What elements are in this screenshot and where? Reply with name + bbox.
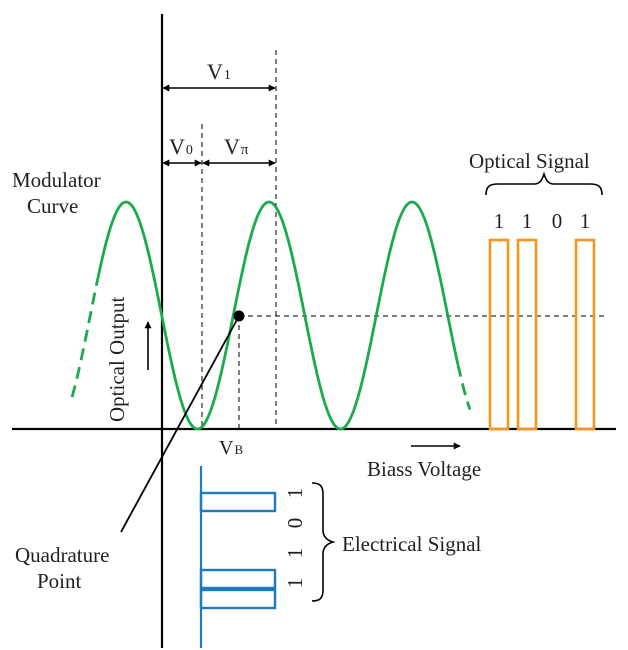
electrical-bit-label: 1 — [283, 578, 307, 589]
optical-output-label: Optical Output — [105, 296, 129, 422]
electrical-pulse — [199, 491, 277, 513]
electrical-bit-label: 0 — [283, 518, 307, 529]
optical-pulse — [488, 238, 510, 431]
v0-label: V0 — [169, 134, 193, 159]
electrical-signal-brace — [311, 482, 336, 602]
modulator-curve-right-dashed — [456, 364, 472, 411]
electrical-signal-pulses — [199, 491, 277, 610]
electrical-pulse — [199, 568, 277, 590]
quadrature-point-dot — [233, 310, 245, 322]
electrical-bit-label: 1 — [283, 548, 307, 559]
quadrature-label-line2: Point — [37, 569, 82, 593]
optical-signal-label: Optical Signal — [469, 149, 590, 173]
optical-pulse — [574, 238, 596, 431]
vb-label: VB — [219, 437, 243, 459]
modulator-curve-solid — [96, 200, 460, 431]
optical-bit-label: 1 — [522, 209, 533, 233]
electrical-signal-label: Electrical Signal — [342, 532, 482, 556]
modulator-curve-left-dashed — [70, 277, 100, 398]
optical-bit-label: 0 — [552, 209, 563, 233]
optical-signal-brace — [485, 171, 603, 196]
modulator-curve — [70, 200, 472, 431]
quadrature-label-line1: Quadrature — [15, 543, 109, 567]
electrical-pulse — [199, 588, 277, 610]
bias-voltage-label: Biass Voltage — [367, 457, 481, 481]
optical-bit-label: 1 — [494, 209, 505, 233]
quadrature-pointer-line — [120, 315, 240, 533]
optical-bit-label: 1 — [580, 209, 591, 233]
modulator-curve-label-line2: Curve — [27, 194, 78, 218]
optical-pulse — [516, 238, 538, 431]
optical-signal-pulses — [488, 238, 596, 431]
electrical-signal-bits: 1 1 0 1 — [283, 488, 307, 589]
electrical-bit-label: 1 — [283, 488, 307, 499]
vpi-label: Vπ — [224, 134, 249, 159]
modulator-curve-label-line1: Modulator — [12, 168, 101, 192]
v1-label: V1 — [207, 59, 231, 84]
